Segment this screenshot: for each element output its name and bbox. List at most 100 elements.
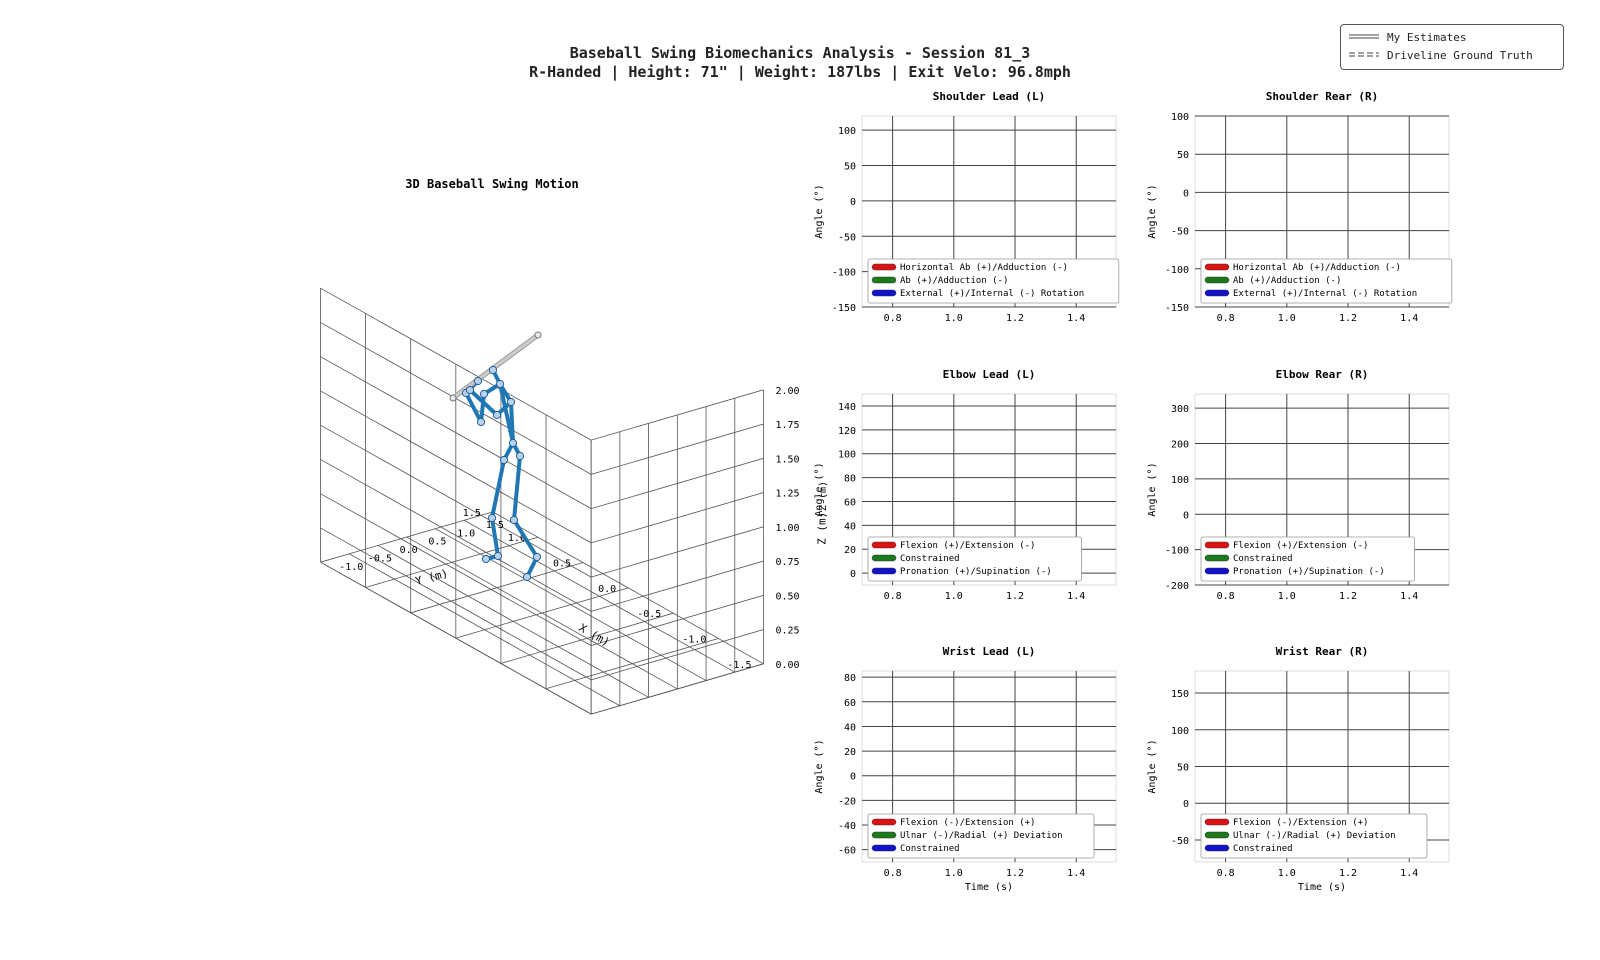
joint-marker [481, 554, 491, 564]
y-tick-label: 100 [1171, 726, 1189, 737]
skeleton-bone [509, 401, 515, 444]
legend-swatch [1204, 818, 1230, 826]
legend-label-estimates: My Estimates [1387, 30, 1467, 44]
legend-swatch [871, 844, 897, 852]
y-tick-label: 0 [1183, 799, 1189, 810]
legend-swatch [871, 541, 897, 549]
solid-line-icon [1349, 34, 1379, 39]
x-tick-label: 1.2 [1006, 591, 1024, 602]
z-axis-label: Z (m) [816, 512, 829, 545]
x-tick-label: 1.5 [463, 508, 481, 519]
joint-marker [473, 376, 483, 386]
y-tick-label: 0 [850, 569, 856, 580]
y-tick-label: 100 [1171, 475, 1189, 486]
figure-subtitle: R-Handed | Height: 71" | Weight: 187lbs … [529, 63, 1071, 81]
joint-angle-panel: 0.8 1.0 1.2 1.4 100 50 0 -50 -100 -150 Shoulder Re… [1147, 90, 1453, 324]
y-axis-label: Angle (°) [1147, 739, 1158, 793]
panel-title: Wrist Rear (R) [1276, 645, 1369, 658]
y-tick-label: -150 [832, 303, 856, 314]
z-tick-label: 0.25 [776, 626, 800, 637]
panel-title: Elbow Lead (L) [943, 368, 1036, 381]
x-tick-label: 1.0 [945, 868, 963, 879]
joint-angle-panel: 0.8 1.0 1.2 1.4 140 120 100 80 60 40 20 0 Elbow Lead… [814, 368, 1117, 602]
y-tick-label: -100 [1165, 546, 1189, 557]
joint-marker [522, 572, 532, 582]
bat-knob-marker [449, 394, 457, 402]
legend-label: Constrained [1233, 844, 1293, 854]
panel-legend [1200, 258, 1453, 304]
z-axis-label-overlap: Z (m) [818, 481, 829, 511]
panel-legend [867, 813, 1095, 859]
floor-gridline [463, 519, 735, 673]
y-tick-label: 100 [1171, 112, 1189, 123]
legend-label: Constrained [900, 844, 960, 854]
y-tick-label: 150 [1171, 689, 1189, 700]
x-tick-label: -0.5 [637, 609, 661, 620]
floor-gridline [320, 561, 592, 715]
joint-marker [476, 417, 486, 427]
panel-title: Shoulder Rear (R) [1266, 90, 1379, 103]
legend-label: Horizontal Ab (+)/Adduction (-) [900, 263, 1068, 273]
skeleton-bone [468, 388, 499, 417]
dashed-line-icon [1349, 52, 1379, 57]
bat-tip-marker [534, 331, 542, 339]
x-tick-label: 1.4 [1067, 868, 1085, 879]
x-tick-label: 1.0 [945, 591, 963, 602]
z-tick-label: 1.00 [776, 523, 800, 534]
legend-label: Flexion (+)/Extension (-) [900, 541, 1035, 551]
legend-swatch [871, 831, 897, 839]
z-tick-label: 0.50 [776, 591, 800, 602]
y-tick-label: -40 [838, 821, 856, 832]
joint-angle-panel: 0.8 1.0 1.2 1.4 300 200 100 0 -100 -200 Elbow Rear… [1147, 368, 1450, 602]
x-axis-label: Time (s) [965, 882, 1013, 893]
legend-swatch [1204, 567, 1230, 575]
legend-label: Ab (+)/Adduction (-) [900, 276, 1008, 286]
joint-marker [506, 397, 516, 407]
y-tick-label: -50 [1171, 836, 1189, 847]
figure-title: Baseball Swing Biomechanics Analysis - S… [569, 44, 1031, 62]
panel-legend [1200, 536, 1416, 582]
skeleton-bone [512, 518, 539, 559]
y-tick-label: 50 [1177, 150, 1189, 161]
x-tick-label: 0.8 [1217, 868, 1235, 879]
y-tick-label: 80 [844, 474, 856, 485]
x-tick-label: 1.2 [1006, 313, 1024, 324]
joint-marker [509, 515, 519, 525]
legend-label: External (+)/Internal (-) Rotation [1233, 289, 1417, 299]
joint-marker [495, 379, 505, 389]
z-tick-label: 0.75 [776, 557, 800, 568]
joint-marker [465, 385, 475, 395]
legend-label: Pronation (+)/Supination (-) [900, 567, 1052, 577]
joint-angle-panel: 0.8 1.0 1.2 1.4 80 60 40 20 0 -20 -40 -60 Wrist Lead… [814, 645, 1117, 893]
joint-marker [499, 455, 509, 465]
floor-gridline [377, 545, 649, 698]
skeleton-bone [512, 455, 522, 521]
x-tick-label: 1.0 [1278, 313, 1296, 324]
x-tick-label: 1.4 [1067, 313, 1085, 324]
joint-marker [488, 365, 498, 375]
x-tick-label: -1.0 [682, 635, 706, 646]
x-tick-label: 1.0 [1278, 591, 1296, 602]
legend-label: Pronation (+)/Supination (-) [1233, 567, 1385, 577]
legend-swatch [1204, 263, 1230, 271]
y-tick-label: -100 [1165, 265, 1189, 276]
panel-legend [867, 536, 1083, 582]
y-tick-label: -50 [838, 232, 856, 243]
y-tick-label: 20 [844, 545, 856, 556]
x-tick-label: 1.2 [1339, 313, 1357, 324]
joint-angle-panel: 0.8 1.0 1.2 1.4 100 50 0 -50 -100 -150 Shoulder Le… [814, 90, 1120, 324]
y-tick-label: 1.0 [457, 528, 475, 539]
skeleton-bone [490, 517, 500, 557]
panel-legend [1200, 813, 1428, 859]
legend-label: Flexion (-)/Extension (+) [1233, 818, 1368, 828]
floor-gridline [406, 536, 678, 690]
legend-swatch [871, 818, 897, 826]
y-tick-label: 0.5 [428, 537, 446, 548]
x-tick-label: 0.8 [1217, 313, 1235, 324]
chart-joint-angle-grid: 0.8 1.0 1.2 1.4 100 50 0 -50 -100 -150 Shoulder Le… [814, 90, 1453, 893]
legend-item-estimates: My Estimates [1349, 29, 1466, 45]
x-tick-label: 1.0 [945, 313, 963, 324]
y-tick-label: 40 [844, 521, 856, 532]
legend-label: Ab (+)/Adduction (-) [1233, 276, 1341, 286]
x-axis-label: Time (s) [1298, 882, 1346, 893]
